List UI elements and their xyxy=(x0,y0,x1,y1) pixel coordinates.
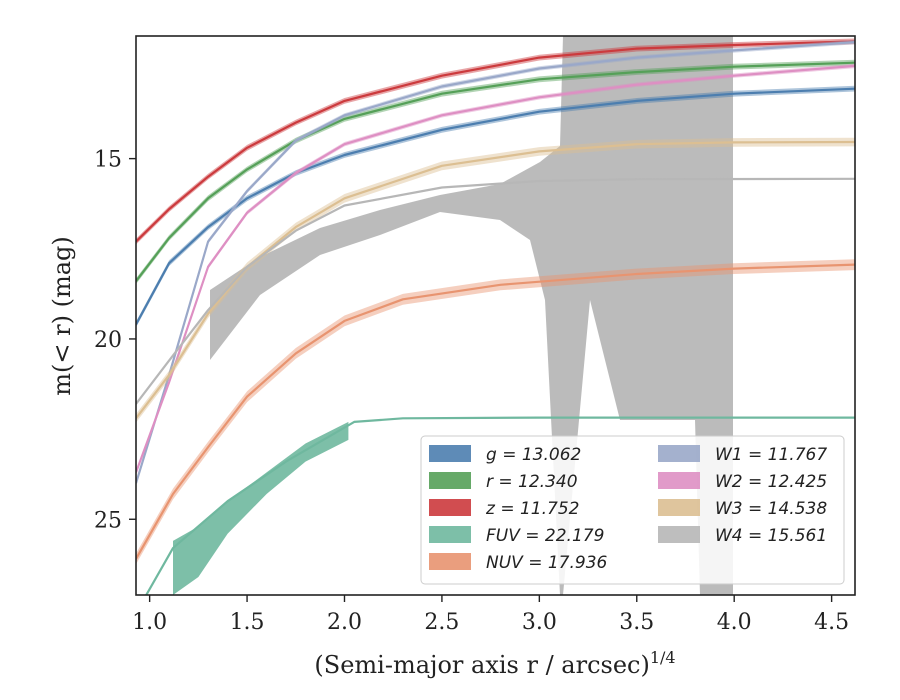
x-tick-label: 3.0 xyxy=(522,610,557,635)
series-5 xyxy=(136,40,855,486)
series-1 xyxy=(136,59,855,285)
w4-uncertainty-region xyxy=(210,36,733,595)
legend-swatch xyxy=(429,526,471,543)
series-4 xyxy=(136,259,855,565)
legend-swatch xyxy=(658,472,700,489)
series-8 xyxy=(136,177,855,405)
legend-label: FUV = 22.179 xyxy=(486,526,604,546)
series-line xyxy=(136,41,855,484)
series-line xyxy=(136,140,855,419)
series-band xyxy=(173,421,349,595)
legend-swatch xyxy=(429,445,471,462)
legend-swatch xyxy=(658,445,700,462)
legend-swatch xyxy=(429,553,471,570)
legend-label: W3 = 14.538 xyxy=(715,499,827,519)
legend-swatch xyxy=(658,499,700,516)
series-line xyxy=(136,263,855,560)
x-tick-label: 2.5 xyxy=(424,610,459,635)
x-tick-label: 3.5 xyxy=(619,610,654,635)
legend-swatch xyxy=(429,499,471,516)
series-3 xyxy=(144,416,855,595)
plot-area xyxy=(136,36,855,595)
x-tick-label: 1.5 xyxy=(230,610,265,635)
series-2 xyxy=(136,38,855,245)
series-line xyxy=(144,416,855,595)
legend-label: W4 = 15.561 xyxy=(715,526,827,546)
x-tick-label: 4.0 xyxy=(717,610,752,635)
x-tick-label: 2.0 xyxy=(327,610,362,635)
series-7 xyxy=(136,137,855,423)
legend-label: r = 12.340 xyxy=(486,472,578,492)
x-axis-label: (Semi-major axis r / arcsec)1/4 xyxy=(314,648,675,679)
legend: g = 13.062 r = 12.340 z = 11.752 FUV = 22.1… xyxy=(420,435,845,585)
plot-frame xyxy=(135,35,856,596)
y-axis: 15 20 25 xyxy=(94,148,136,533)
series-line xyxy=(136,40,855,243)
series-line xyxy=(136,87,855,326)
x-axis: 1.0 1.5 2.0 2.5 3.0 3.5 4.0 4.5 xyxy=(132,595,849,635)
legend-label: g = 13.062 xyxy=(486,445,581,465)
y-tick-label: 20 xyxy=(94,328,122,353)
x-tick-label: 4.5 xyxy=(814,610,849,635)
legend-swatch xyxy=(658,526,700,543)
y-tick-label: 25 xyxy=(94,508,122,533)
legend-label: W2 = 12.425 xyxy=(715,472,827,492)
y-axis-label: m(< r) (mag) xyxy=(48,236,76,395)
series-line xyxy=(136,64,855,473)
legend-box xyxy=(420,435,845,585)
legend-label: z = 11.752 xyxy=(485,499,579,519)
series-6 xyxy=(136,63,855,475)
legend-label: NUV = 17.936 xyxy=(486,553,608,573)
series-line xyxy=(136,177,855,405)
series-line xyxy=(136,61,855,282)
x-tick-label: 1.0 xyxy=(132,610,167,635)
series-band xyxy=(136,259,855,565)
y-tick-label: 15 xyxy=(94,148,122,173)
legend-swatch xyxy=(429,472,471,489)
legend-label: W1 = 11.767 xyxy=(715,445,827,465)
series-0 xyxy=(136,85,855,328)
